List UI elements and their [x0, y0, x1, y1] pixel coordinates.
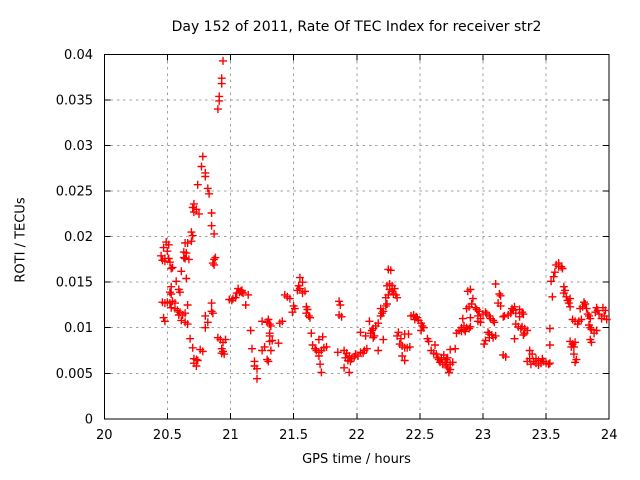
x-tick-label: 20: [96, 428, 113, 443]
x-tick-label: 24: [601, 428, 618, 443]
x-tick-label: 22: [349, 428, 366, 443]
x-tick-label: 21: [222, 428, 239, 443]
y-tick-label: 0.01: [64, 321, 93, 336]
y-tick-label: 0.035: [56, 94, 93, 109]
x-tick-label: 21.5: [279, 428, 308, 443]
y-tick-label: 0: [85, 412, 93, 427]
chart-title: Day 152 of 2011, Rate Of TEC Index for r…: [171, 19, 542, 35]
x-axis-title: GPS time / hours: [302, 452, 411, 467]
y-tick-label: 0.04: [64, 48, 93, 63]
x-tick-label: 23.5: [532, 428, 561, 443]
grid-lines: [104, 54, 610, 419]
y-tick-label: 0.025: [56, 185, 93, 200]
data-points: [157, 56, 611, 383]
axis-ticks: [103, 54, 610, 420]
y-tick-label: 0.02: [64, 230, 93, 245]
y-tick-label: 0.03: [64, 139, 93, 154]
y-tick-label: 0.015: [56, 276, 93, 291]
x-tick-label: 22.5: [405, 428, 434, 443]
x-tick-label: 23: [475, 428, 492, 443]
y-tick-label: 0.005: [56, 367, 93, 382]
x-tick-label: 20.5: [153, 428, 182, 443]
